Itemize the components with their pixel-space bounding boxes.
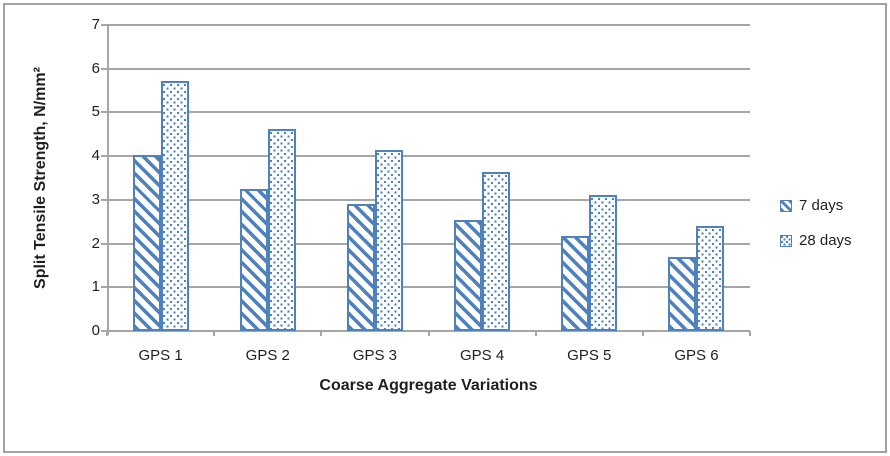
bar-7-days-gps-1	[132, 154, 161, 331]
y-axis-tickmark-6	[101, 67, 107, 70]
gridline-y-7	[107, 24, 750, 26]
x-axis-tickmark-5	[641, 331, 644, 336]
gridline-y-4	[107, 155, 750, 158]
bar-7-days-gps-6	[668, 256, 697, 331]
x-category-label-gps-2: GPS 2	[245, 347, 290, 364]
category-slot-gps-4	[429, 25, 536, 331]
legend-swatch-diagonal-hatch-icon	[780, 199, 792, 212]
legend: 7 days 28 days	[780, 197, 852, 249]
legend-item-28-days: 28 days	[780, 232, 852, 249]
bar-28-days-gps-5	[589, 194, 618, 331]
y-axis-tickmark-7	[101, 24, 107, 26]
bar-group-gps-6	[668, 226, 725, 331]
bar-group-gps-4	[454, 171, 511, 331]
x-axis-category-labels: GPS 1 GPS 2 GPS 3 GPS 4 GPS 5 GPS 6	[107, 347, 750, 364]
legend-swatch-dots-icon	[780, 234, 792, 247]
legend-label: 7 days	[799, 197, 844, 214]
legend-item-7-days: 7 days	[780, 197, 852, 214]
category-slot-gps-1	[107, 25, 214, 331]
y-axis-tick-labels: 0 1 2 3 4 5 6 7	[0, 16, 100, 339]
x-axis-tickmark-6	[749, 331, 751, 336]
y-tick-label-3: 3	[91, 190, 100, 208]
y-tick-label-5: 5	[91, 103, 100, 121]
y-axis-tickmark-0	[101, 330, 107, 332]
bar-7-days-gps-2	[239, 188, 268, 331]
x-axis-tickmark-3	[427, 331, 430, 336]
x-axis-tickmark-0	[106, 331, 108, 336]
bar-28-days-gps-2	[267, 129, 296, 331]
y-axis-tickmark-4	[101, 155, 107, 158]
gridline-y-6	[107, 67, 750, 70]
y-axis-line	[107, 25, 109, 335]
y-axis-tickmark-5	[101, 111, 107, 114]
bar-group-gps-3	[346, 149, 403, 331]
gridline-y-1	[107, 286, 750, 289]
bar-group-gps-5	[561, 194, 618, 331]
x-axis-title: Coarse Aggregate Variations	[319, 377, 538, 394]
y-tick-label-4: 4	[91, 147, 100, 165]
y-axis-tickmark-3	[101, 198, 107, 201]
bar-28-days-gps-6	[696, 226, 725, 331]
y-tick-label-1: 1	[91, 278, 100, 296]
x-category-label-gps-3: GPS 3	[352, 347, 398, 364]
category-slot-gps-5	[536, 25, 643, 331]
bar-7-days-gps-4	[454, 219, 483, 331]
category-slot-gps-2	[214, 25, 321, 331]
bar-7-days-gps-3	[346, 204, 375, 331]
y-tick-label-0: 0	[91, 322, 100, 339]
bar-28-days-gps-4	[482, 171, 511, 331]
y-axis-tickmark-1	[101, 286, 107, 289]
bar-28-days-gps-3	[374, 149, 403, 331]
gridline-y-3	[107, 198, 750, 201]
x-axis-tickmark-4	[534, 331, 537, 336]
bar-7-days-gps-5	[561, 236, 590, 331]
gridline-y-5	[107, 111, 750, 114]
bar-group-gps-2	[239, 129, 296, 331]
x-axis-tickmark-2	[320, 331, 323, 336]
gridline-y-2	[107, 242, 750, 245]
x-axis-tickmark-1	[213, 331, 216, 336]
legend-label: 28 days	[799, 232, 852, 249]
bar-group-gps-1	[132, 80, 189, 331]
bar-28-days-gps-1	[160, 80, 189, 331]
y-axis-tickmark-2	[101, 242, 107, 245]
x-category-label-gps-6: GPS 6	[674, 347, 719, 364]
y-tick-label-7: 7	[91, 16, 100, 33]
y-tick-label-2: 2	[91, 234, 100, 252]
x-category-label-gps-4: GPS 4	[460, 347, 505, 364]
x-category-label-gps-5: GPS 5	[567, 347, 612, 364]
category-slot-gps-3	[321, 25, 428, 331]
plot-area	[101, 24, 751, 336]
y-tick-label-6: 6	[91, 59, 100, 77]
category-slot-gps-6	[643, 25, 750, 331]
x-category-label-gps-1: GPS 1	[138, 347, 183, 364]
